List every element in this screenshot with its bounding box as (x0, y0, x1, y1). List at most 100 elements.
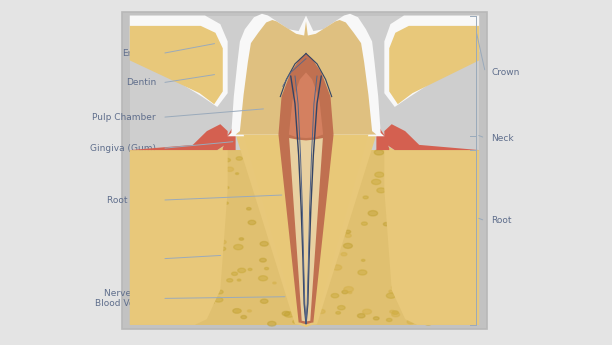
Circle shape (203, 197, 207, 200)
Circle shape (345, 230, 351, 234)
Circle shape (191, 312, 197, 315)
Circle shape (247, 310, 252, 312)
Circle shape (225, 158, 231, 162)
Circle shape (293, 320, 299, 323)
Circle shape (358, 270, 367, 275)
Circle shape (275, 189, 282, 193)
Circle shape (392, 285, 401, 290)
Circle shape (211, 302, 214, 304)
Polygon shape (289, 135, 323, 322)
Polygon shape (244, 135, 368, 324)
Circle shape (173, 292, 182, 296)
Circle shape (407, 241, 413, 245)
Circle shape (199, 224, 202, 226)
Circle shape (202, 314, 206, 317)
Circle shape (165, 153, 169, 155)
Circle shape (178, 267, 186, 271)
Text: Gingiva (Gum): Gingiva (Gum) (90, 144, 156, 153)
Circle shape (170, 164, 178, 169)
Circle shape (248, 220, 256, 225)
Text: Crown: Crown (491, 68, 520, 77)
Circle shape (318, 309, 325, 314)
Circle shape (283, 213, 286, 215)
Circle shape (391, 218, 397, 221)
Circle shape (301, 264, 310, 268)
Circle shape (226, 279, 233, 282)
Circle shape (344, 287, 353, 292)
Circle shape (439, 276, 444, 279)
Circle shape (320, 191, 324, 193)
Circle shape (276, 231, 285, 236)
Circle shape (331, 294, 339, 298)
Circle shape (389, 290, 394, 293)
Circle shape (274, 175, 282, 180)
Circle shape (247, 208, 251, 210)
Circle shape (271, 190, 279, 195)
Circle shape (204, 194, 213, 199)
Circle shape (285, 312, 294, 317)
Circle shape (394, 254, 401, 258)
Circle shape (343, 167, 351, 172)
Circle shape (179, 301, 182, 303)
Circle shape (259, 197, 267, 201)
Circle shape (144, 177, 151, 180)
Circle shape (220, 240, 226, 244)
Circle shape (143, 292, 147, 294)
Circle shape (432, 303, 438, 306)
Circle shape (273, 164, 277, 166)
Circle shape (392, 312, 400, 317)
Circle shape (283, 257, 289, 261)
Circle shape (136, 289, 144, 293)
Circle shape (390, 310, 395, 313)
Circle shape (260, 241, 268, 246)
Circle shape (371, 179, 381, 185)
Circle shape (216, 212, 222, 215)
Circle shape (259, 258, 266, 262)
Circle shape (341, 253, 347, 256)
Circle shape (285, 193, 293, 197)
Circle shape (294, 220, 301, 224)
Polygon shape (384, 124, 479, 150)
Circle shape (297, 163, 304, 167)
Circle shape (386, 293, 395, 298)
Circle shape (261, 299, 268, 303)
Polygon shape (384, 145, 479, 325)
Circle shape (362, 222, 367, 225)
Circle shape (180, 293, 185, 296)
Circle shape (225, 202, 228, 204)
Circle shape (231, 272, 237, 275)
Circle shape (329, 211, 334, 214)
Circle shape (237, 268, 245, 273)
Circle shape (327, 226, 335, 230)
Circle shape (442, 178, 447, 180)
Circle shape (202, 260, 205, 262)
Circle shape (318, 198, 324, 201)
Circle shape (407, 320, 414, 324)
Circle shape (406, 256, 416, 262)
Circle shape (144, 319, 149, 322)
Text: Root Canal: Root Canal (107, 196, 156, 205)
Circle shape (368, 210, 378, 216)
Circle shape (390, 152, 394, 154)
Circle shape (332, 265, 341, 270)
Circle shape (273, 282, 276, 284)
Circle shape (412, 180, 418, 183)
Circle shape (442, 280, 448, 283)
Circle shape (392, 311, 398, 314)
Circle shape (417, 187, 424, 190)
Circle shape (271, 198, 277, 202)
Polygon shape (389, 26, 479, 104)
Circle shape (428, 242, 435, 246)
Circle shape (348, 292, 352, 294)
Circle shape (170, 153, 179, 158)
Circle shape (411, 184, 416, 187)
Circle shape (307, 198, 311, 200)
Circle shape (404, 205, 412, 210)
Polygon shape (236, 20, 376, 135)
Circle shape (174, 234, 177, 236)
Circle shape (301, 226, 311, 231)
Circle shape (338, 207, 346, 211)
Circle shape (163, 229, 170, 233)
Circle shape (143, 211, 147, 213)
Circle shape (201, 260, 205, 263)
